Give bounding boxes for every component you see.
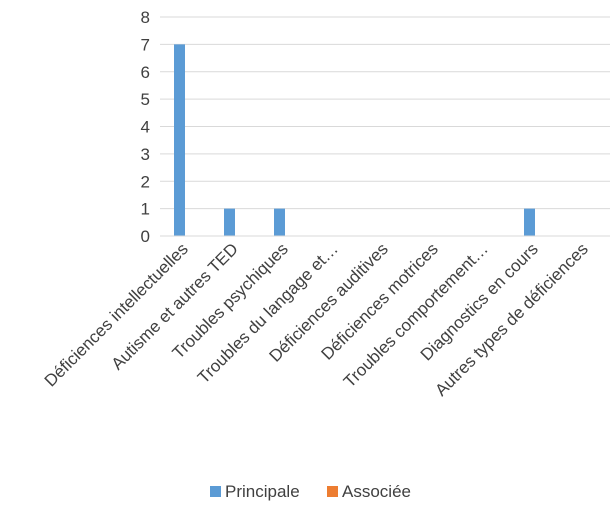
y-tick-label: 8 xyxy=(141,8,150,27)
legend-swatch-principale xyxy=(210,486,221,497)
bar-principale-2 xyxy=(224,208,235,236)
y-tick-label: 4 xyxy=(141,118,150,137)
bar-principale-3 xyxy=(274,208,285,236)
legend-swatch-associée xyxy=(327,486,338,497)
y-tick-label: 1 xyxy=(141,200,150,219)
legend-label-associée: Associée xyxy=(342,482,411,501)
y-tick-label: 0 xyxy=(141,227,150,246)
y-tick-label: 2 xyxy=(141,172,150,191)
y-tick-label: 7 xyxy=(141,35,150,54)
legend: Principale Associée xyxy=(210,482,411,501)
y-tick-label: 5 xyxy=(141,90,150,109)
bar-principale-8 xyxy=(524,208,535,236)
y-tick-label: 3 xyxy=(141,145,150,164)
bar-principale-1 xyxy=(174,44,185,236)
y-tick-label: 6 xyxy=(141,63,150,82)
gridlines xyxy=(160,16,610,210)
y-axis-tick-labels: 0 1 2 3 4 5 6 7 8 xyxy=(141,8,150,246)
legend-label-principale: Principale xyxy=(225,482,300,501)
bars xyxy=(174,44,535,236)
